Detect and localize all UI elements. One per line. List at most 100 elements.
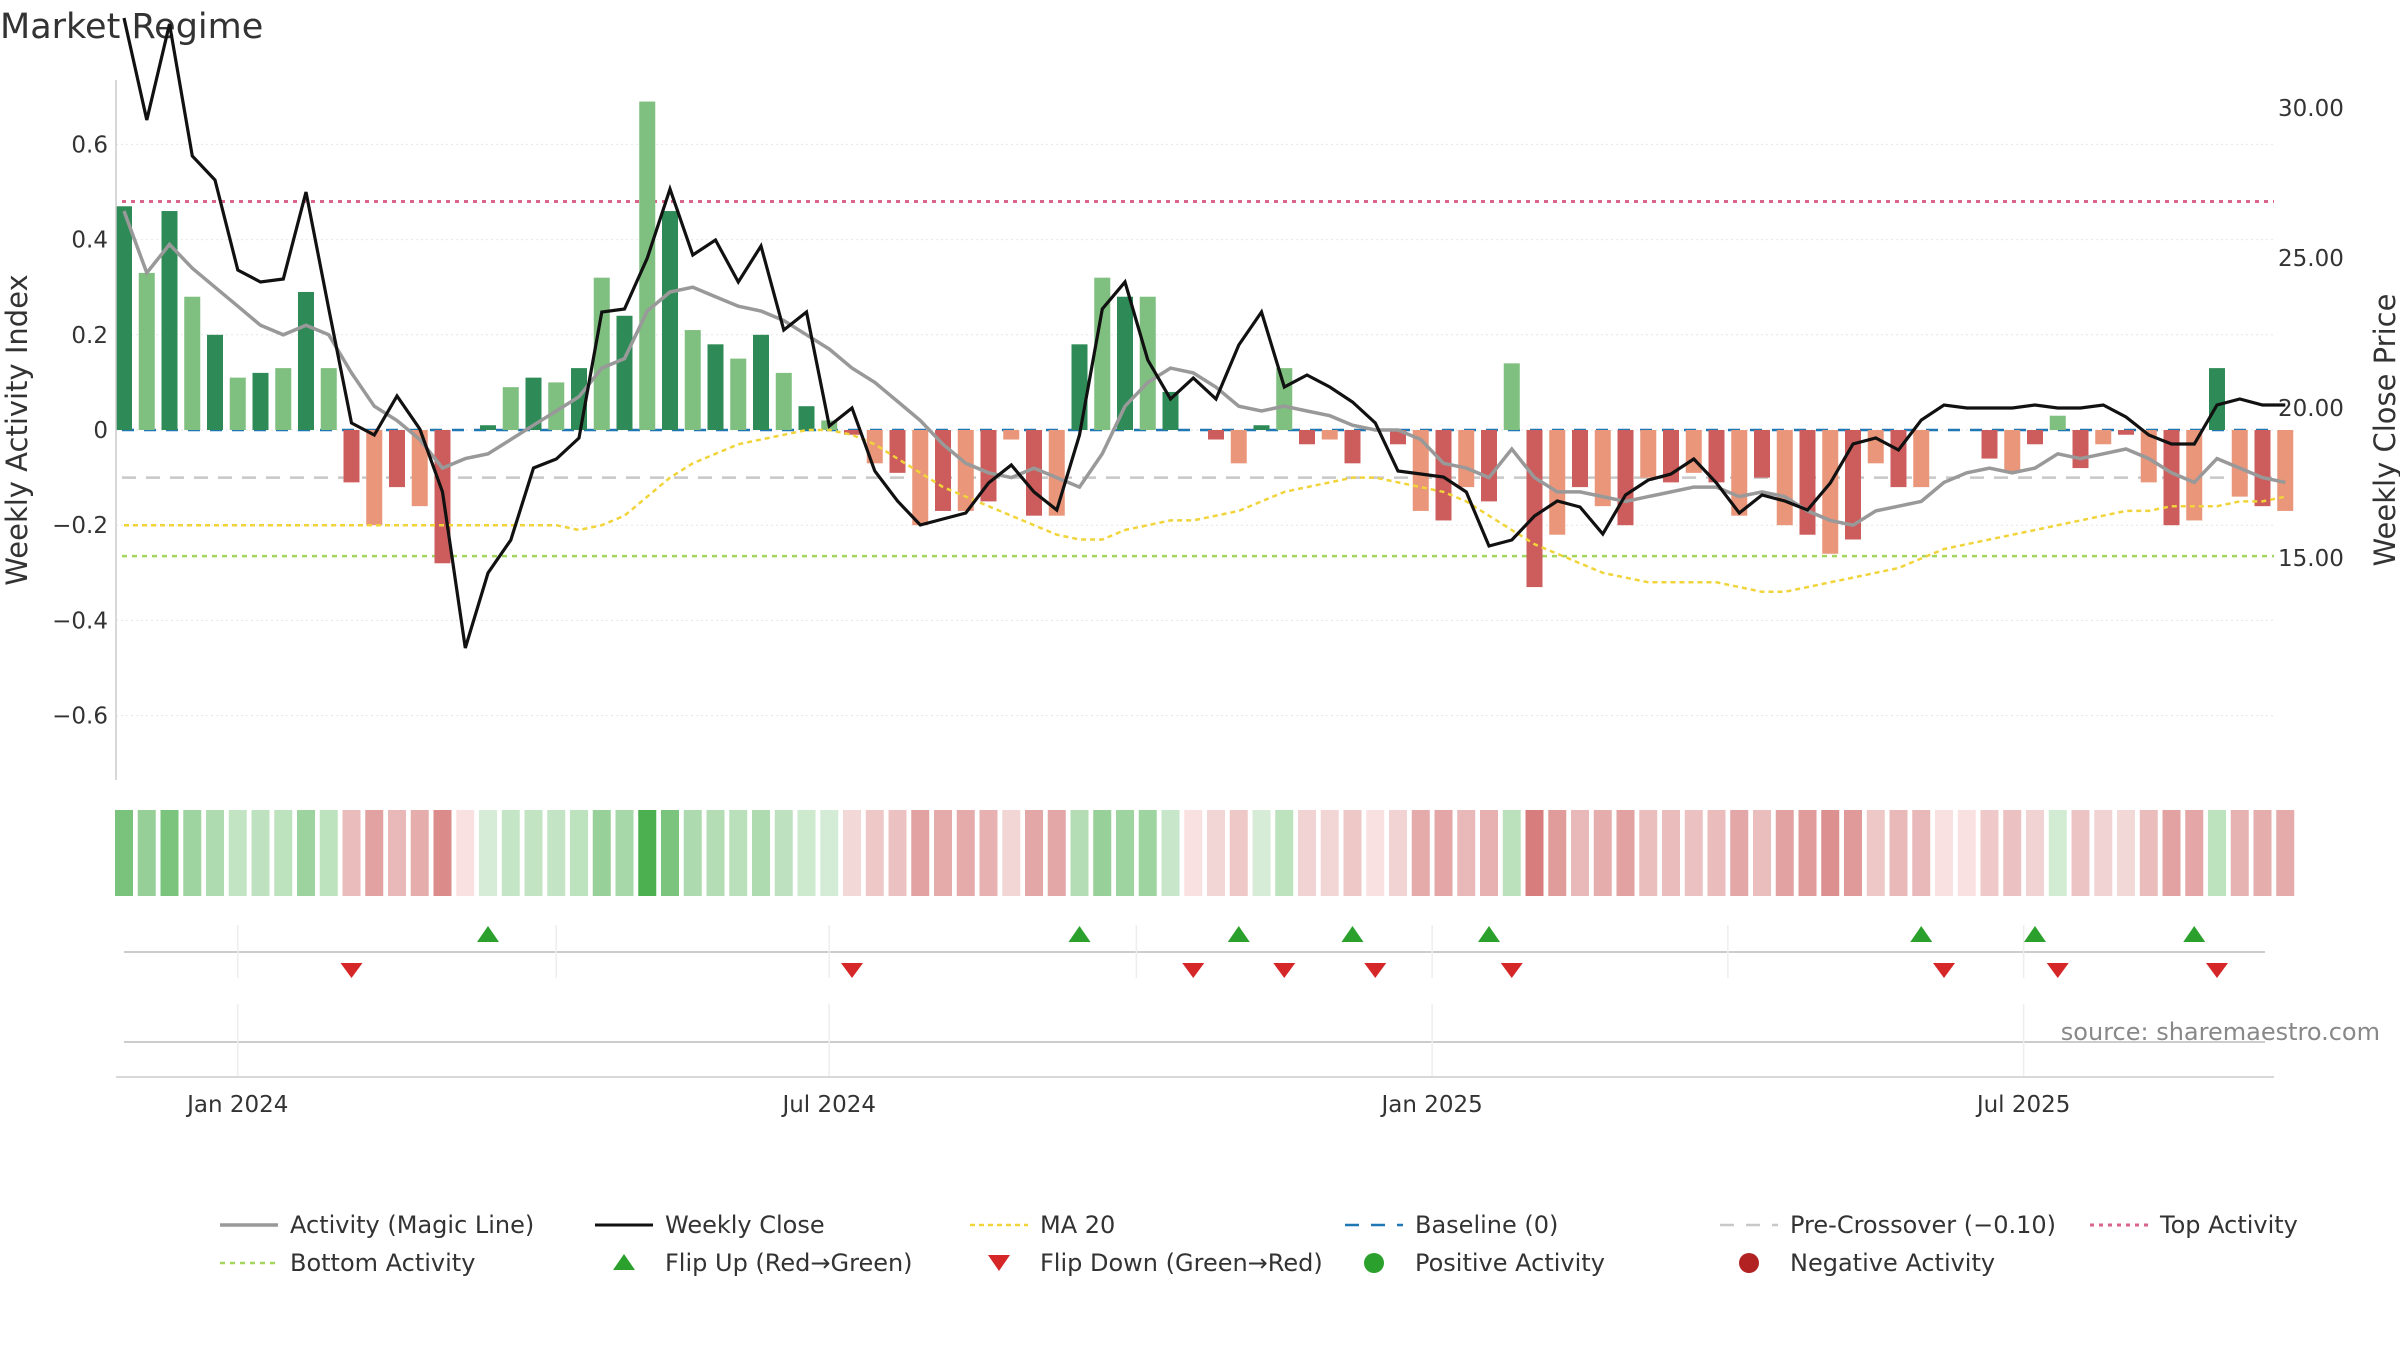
heat-cell bbox=[547, 810, 566, 896]
heat-cell bbox=[1502, 810, 1521, 896]
heat-cell bbox=[774, 810, 793, 896]
activity-bar bbox=[1071, 344, 1088, 430]
heat-cell bbox=[479, 810, 497, 896]
heat-cell bbox=[1229, 810, 1248, 896]
activity-bar bbox=[1776, 430, 1793, 526]
flip-up-marker bbox=[1910, 926, 1933, 942]
heat-cell bbox=[524, 810, 543, 896]
activity-bar bbox=[2072, 430, 2089, 469]
y-tick-label: −0.6 bbox=[52, 704, 108, 730]
activity-bar bbox=[1594, 430, 1611, 507]
y-axis-title: Weekly Activity Index bbox=[0, 274, 34, 585]
heat-cell bbox=[888, 810, 907, 896]
heat-cell bbox=[2026, 810, 2044, 896]
heat-cell bbox=[1161, 810, 1180, 896]
flip-down-marker bbox=[841, 963, 863, 978]
activity-bar bbox=[2027, 430, 2043, 445]
heat-cell bbox=[1662, 810, 1680, 896]
activity-bar bbox=[1526, 430, 1543, 588]
activity-bar bbox=[116, 206, 132, 430]
heat-cell bbox=[1571, 810, 1589, 896]
heat-cell bbox=[911, 810, 930, 896]
heat-cell bbox=[2071, 810, 2090, 896]
flip-up-marker bbox=[477, 926, 499, 942]
activity-bar bbox=[2049, 415, 2066, 430]
heat-cell bbox=[752, 810, 770, 896]
x-tick-label: Jan 2025 bbox=[1379, 1092, 1482, 1118]
flip-up-marker bbox=[1227, 926, 1250, 942]
legend-label: Top Activity bbox=[2159, 1211, 2298, 1239]
flip-down-marker bbox=[2206, 963, 2228, 978]
chart-title: Market Regime bbox=[0, 7, 263, 47]
heat-cell bbox=[1047, 810, 1066, 896]
activity-bar bbox=[1208, 430, 1224, 440]
y-tick-label: 0 bbox=[93, 418, 108, 444]
activity-bar bbox=[1708, 430, 1725, 483]
axes: 0.6 0.4 0.2 0 −0.2 −0.4 −0.6 30.00 25.00 20.00 15.… bbox=[0, 80, 2400, 780]
heat-cell bbox=[934, 810, 952, 896]
heat-cell bbox=[1411, 810, 1430, 896]
legend-label: MA 20 bbox=[1040, 1211, 1115, 1239]
activity-bar bbox=[730, 358, 747, 430]
heat-cell bbox=[638, 810, 657, 896]
flip-down-marker bbox=[1364, 963, 1387, 978]
lower-panel: Jan 2024 Jul 2024 Jan 2025 Jul 2025 bbox=[116, 1004, 2274, 1118]
x-tick-label: Jul 2025 bbox=[1975, 1092, 2071, 1118]
activity-bar bbox=[1549, 430, 1566, 535]
y-tick-label: 0.4 bbox=[71, 228, 108, 254]
heat-cell bbox=[456, 810, 475, 896]
activity-bar bbox=[912, 430, 929, 526]
heat-cell bbox=[342, 810, 361, 896]
heat-cell bbox=[661, 810, 679, 896]
activity-bar bbox=[1503, 363, 1520, 430]
activity-bar bbox=[525, 377, 542, 430]
x-tick-label: Jan 2024 bbox=[185, 1092, 288, 1118]
activity-bar bbox=[1094, 277, 1111, 430]
heat-cell bbox=[1025, 810, 1043, 896]
activity-bar bbox=[1640, 430, 1657, 478]
heat-cell bbox=[1866, 810, 1885, 896]
heat-cell bbox=[2253, 810, 2272, 896]
heat-cell bbox=[410, 810, 429, 896]
activity-bar bbox=[1048, 430, 1065, 516]
legend-swatch bbox=[988, 1255, 1010, 1271]
heat-cell bbox=[433, 810, 452, 896]
flip-down-marker bbox=[1500, 963, 1523, 978]
activity-bar bbox=[616, 315, 633, 430]
y-tick-label: 0.6 bbox=[71, 132, 108, 158]
activity-bar bbox=[1299, 430, 1315, 445]
heat-cell bbox=[592, 810, 611, 896]
heat-cell bbox=[1798, 810, 1817, 896]
heat-cell bbox=[1138, 810, 1157, 896]
heat-cell bbox=[570, 810, 588, 896]
activity-bar bbox=[1321, 430, 1338, 440]
activity-bar bbox=[1731, 430, 1748, 516]
flip-down-marker bbox=[1273, 963, 1296, 978]
heat-cell bbox=[1684, 810, 1703, 896]
heat-cell bbox=[251, 810, 270, 896]
activity-bar bbox=[1117, 296, 1133, 430]
activity-bar bbox=[1139, 296, 1156, 430]
heat-cell bbox=[1093, 810, 1112, 896]
activity-bar bbox=[1481, 430, 1497, 502]
heat-cell bbox=[2276, 810, 2295, 896]
heat-cell bbox=[1070, 810, 1089, 896]
heat-cell bbox=[1480, 810, 1498, 896]
heat-cell bbox=[956, 810, 975, 896]
heat-cell bbox=[729, 810, 748, 896]
legend-swatch bbox=[1364, 1253, 1384, 1273]
heat-cell bbox=[365, 810, 384, 896]
activity-bar bbox=[1845, 430, 1861, 540]
activity-bar bbox=[1026, 430, 1042, 516]
flip-up-marker bbox=[1341, 926, 1364, 942]
activity-bar bbox=[207, 334, 223, 430]
x-tick-label: Jul 2024 bbox=[780, 1092, 876, 1118]
activity-bar bbox=[252, 372, 269, 430]
activity-bar bbox=[1230, 430, 1247, 464]
activity-bar bbox=[1981, 430, 1998, 459]
flip-down-marker bbox=[1182, 963, 1205, 978]
activity-bar bbox=[1253, 425, 1270, 430]
heat-cell bbox=[1002, 810, 1021, 896]
activity-bar bbox=[184, 296, 201, 430]
activity-bar bbox=[2095, 430, 2112, 445]
